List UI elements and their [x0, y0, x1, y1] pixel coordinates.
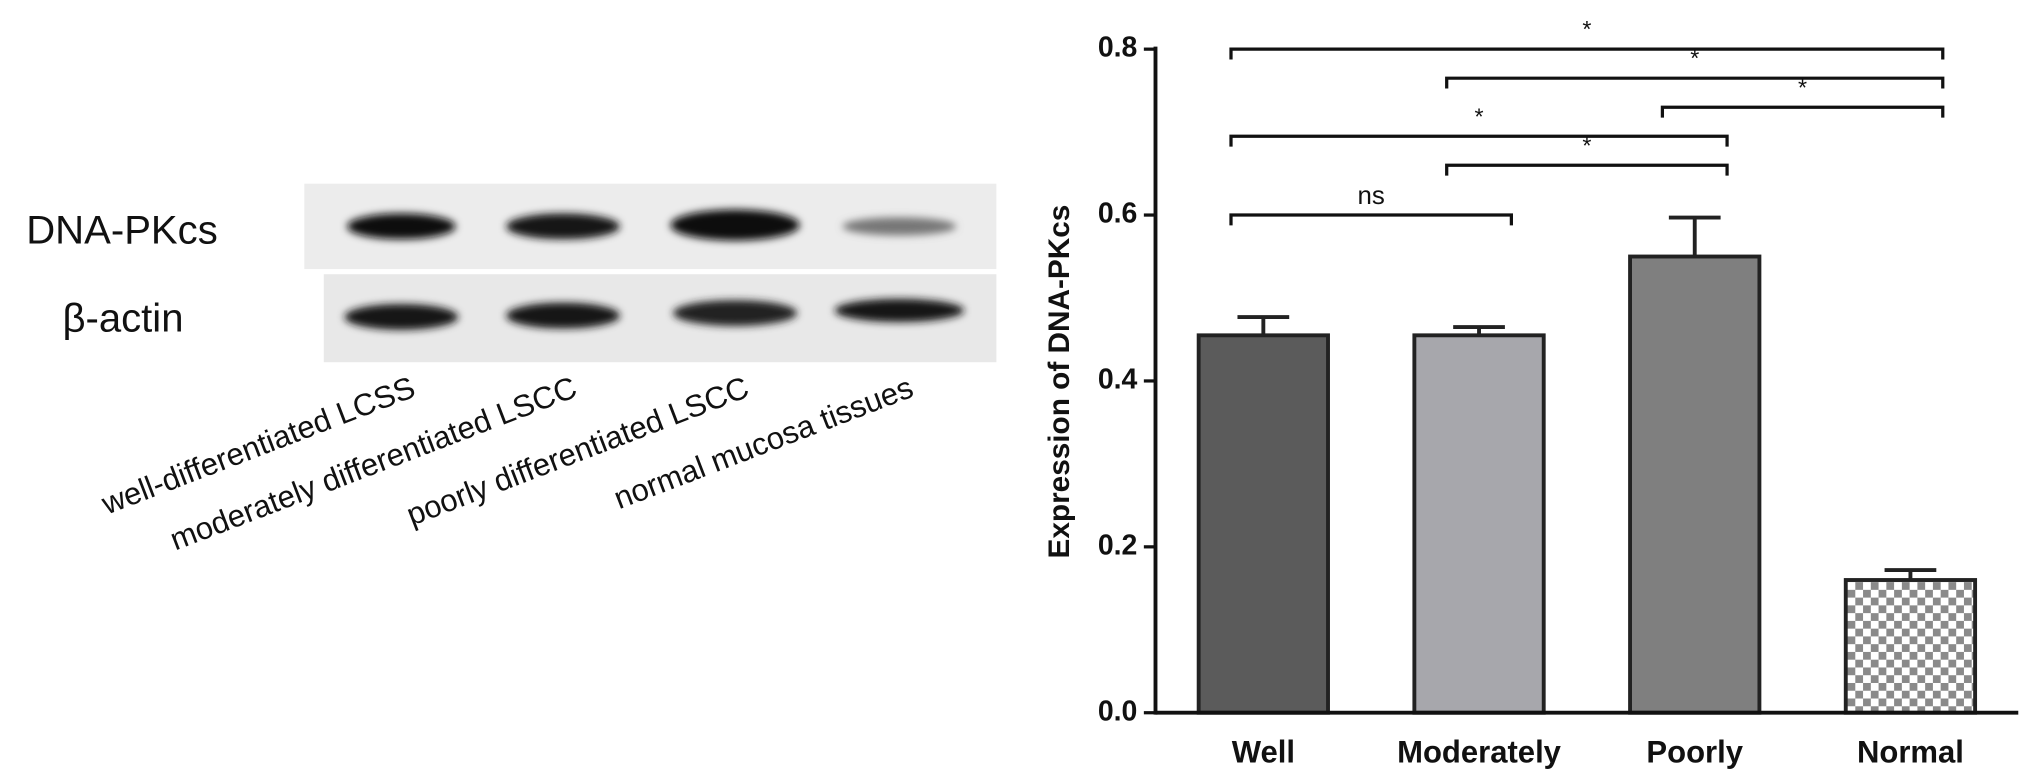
band — [506, 302, 620, 329]
significance-bracket — [1660, 105, 1945, 118]
western-blot: DNA-PKcs β-actin — [26, 183, 997, 363]
row-label: β-actin — [62, 296, 183, 340]
band — [673, 300, 798, 326]
error-bar — [1668, 215, 1721, 257]
y-tick-label: 0.0 — [1098, 695, 1138, 727]
significance-bracket — [1229, 47, 1945, 60]
row-label: DNA-PKcs — [26, 208, 218, 252]
y-tick-label: 0.6 — [1098, 198, 1138, 230]
significance-label: * — [1582, 132, 1591, 158]
significance-bracket — [1229, 213, 1514, 226]
band — [344, 303, 459, 330]
significance-bracket — [1445, 76, 1945, 89]
significance-label: ns — [1358, 182, 1385, 210]
band — [506, 213, 620, 240]
bar — [1628, 254, 1762, 715]
x-tick-label: Normal — [1857, 734, 1964, 769]
band — [670, 209, 800, 241]
y-tick-label: 0.8 — [1098, 32, 1138, 64]
band — [842, 217, 957, 236]
bar — [1843, 578, 1978, 715]
x-tick-label: Poorly — [1646, 734, 1743, 769]
y-tick-label: 0.4 — [1098, 363, 1138, 395]
significance-bracket — [1445, 163, 1729, 176]
bar — [1196, 333, 1330, 715]
bar — [1412, 333, 1546, 715]
significance-bracket — [1229, 134, 1729, 147]
lane-label: normal mucosa tissues — [609, 370, 918, 516]
x-tick-label: Moderately — [1397, 734, 1562, 769]
y-tick-label: 0.2 — [1098, 529, 1138, 561]
error-bar — [1237, 315, 1290, 336]
significance-label: * — [1690, 45, 1699, 71]
error-bar — [1453, 325, 1505, 336]
significance-label: * — [1798, 74, 1807, 100]
band — [834, 298, 965, 323]
significance-label: * — [1582, 16, 1591, 42]
band — [347, 213, 456, 240]
error-bar — [1884, 568, 1937, 581]
significance-label: * — [1475, 103, 1484, 129]
bands — [344, 209, 965, 330]
x-tick-label: Well — [1232, 734, 1295, 769]
y-axis-label: Expression of DNA-PKcs — [1043, 205, 1076, 559]
